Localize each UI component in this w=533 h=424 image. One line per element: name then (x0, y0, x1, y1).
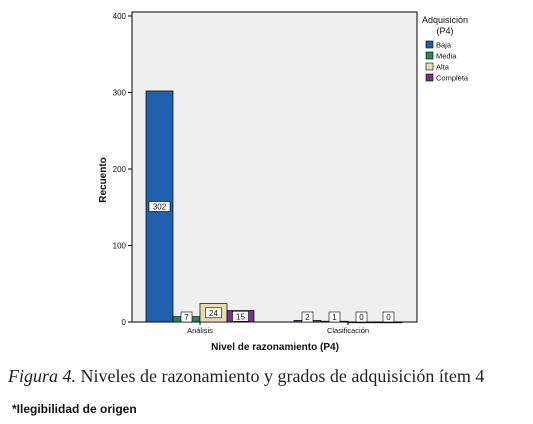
legend-swatch-completa (425, 73, 434, 82)
data-label: 0 (386, 313, 391, 322)
legend-swatch-baja (425, 40, 434, 49)
legend-label-completa: Completa (436, 74, 469, 83)
data-label-box (355, 311, 368, 323)
data-label: 15 (236, 312, 245, 321)
figure-caption-text: Niveles de razonamiento y grados de adqu… (76, 366, 485, 386)
data-label-box (232, 310, 249, 322)
legend-swatch-alta (425, 62, 434, 71)
x-tick-label: Clasificación (327, 326, 369, 335)
figure-label: Figura 4. (8, 366, 77, 386)
x-axis-title: Nivel de razonamiento (P4) (211, 342, 339, 353)
x-tick-label: Análisis (187, 326, 213, 335)
legend-swatch-media (425, 51, 434, 60)
bars: 302 7 24 15 2 1 0 0 (145, 90, 403, 324)
y-tick-label: 300 (113, 89, 127, 98)
data-label: 0 (359, 313, 364, 322)
data-label: 1 (332, 313, 337, 322)
legend: Adquisición (P4) Baja Media Alta Completa (422, 15, 469, 83)
plot-area (131, 11, 418, 323)
legend-title-line2: (P4) (436, 26, 453, 36)
legend-title-line1: Adquisición (422, 15, 468, 25)
data-label: 302 (153, 202, 167, 211)
source-note: *Ilegibilidad de origen (12, 402, 137, 416)
data-label: 2 (305, 313, 310, 322)
y-tick-label: 400 (113, 12, 127, 21)
data-label-box (180, 311, 193, 323)
y-tick-label: 200 (113, 165, 127, 174)
x-axis: Análisis Clasificación (187, 322, 369, 335)
data-label-box (301, 311, 314, 323)
data-label-box (382, 311, 395, 323)
data-label-box (205, 307, 222, 319)
figure-caption: Figura 4. Niveles de razonamiento y grad… (8, 366, 533, 387)
y-axis-title: Recuento (98, 157, 109, 203)
legend-label-baja: Baja (436, 41, 452, 50)
legend-label-media: Media (436, 52, 457, 61)
data-label: 7 (184, 313, 189, 322)
legend-items: Baja Media Alta Completa (425, 40, 469, 83)
data-label: 24 (209, 309, 218, 318)
data-label-box (328, 311, 341, 323)
legend-label-alta: Alta (436, 63, 450, 72)
y-tick-label: 0 (122, 318, 127, 327)
data-label-box (148, 201, 171, 212)
y-axis: 0 100 200 300 400 (113, 12, 132, 327)
y-tick-label: 100 (113, 242, 127, 251)
